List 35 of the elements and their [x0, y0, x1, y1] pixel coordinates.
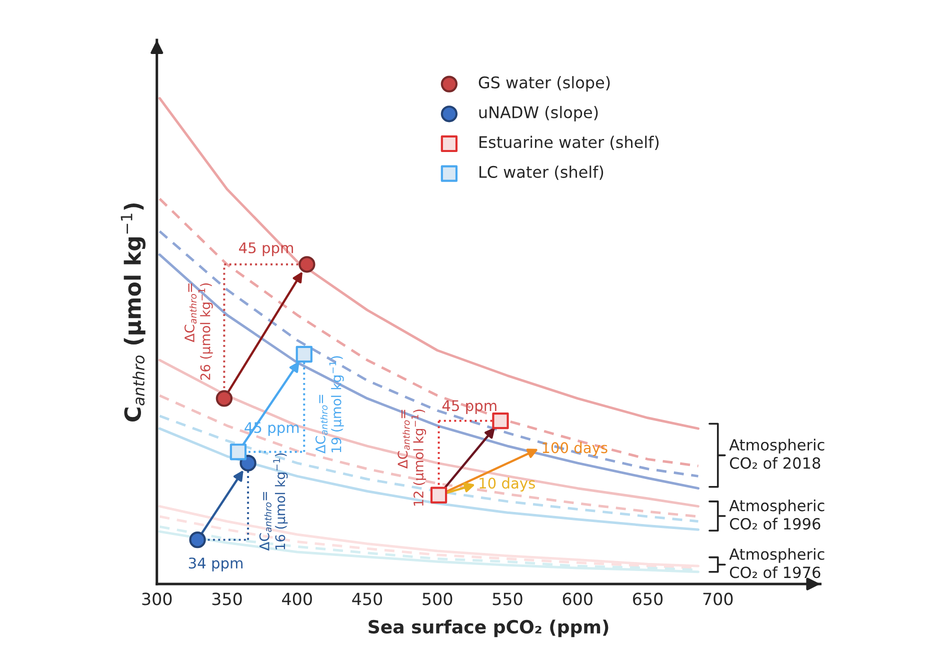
x-tick-label: 650: [633, 592, 663, 606]
annotation: 100 days: [542, 442, 608, 456]
annotation: ΔC$_{anthro}$= 16 (μmol kg$^{−1}$): [259, 453, 288, 551]
x-tick-label: 500: [422, 592, 452, 606]
annotation: Atmospheric CO₂ of 1976: [729, 548, 824, 578]
y-axis-title: C$_{anthro}$ (μmol kg$^{−1}$): [120, 203, 146, 422]
point: [230, 444, 247, 460]
x-axis-title: Sea surface pCO₂ (ppm): [368, 620, 608, 638]
point: [492, 412, 509, 430]
point: [216, 390, 233, 407]
point: [296, 346, 312, 363]
annotation: ΔC$_{anthro}$= 26 (μmol kg$^{−1}$): [184, 283, 213, 380]
x-tick-label: 550: [492, 592, 522, 606]
point: [298, 256, 316, 273]
annotation: ΔC$_{anthro}$= 19 (μmol kg$^{−1}$): [315, 356, 344, 454]
x-tick-label: 450: [352, 592, 382, 606]
x-tick-label: 350: [212, 592, 242, 606]
annotation: 45 ppm: [442, 400, 496, 414]
annotation: 45 ppm: [239, 242, 293, 256]
annotation: 34 ppm: [188, 558, 242, 572]
legend-label: GS water (slope): [478, 76, 610, 92]
legend-label: LC water (shelf): [480, 166, 604, 180]
annotation: Atmospheric CO₂ of 1996: [729, 499, 824, 530]
x-tick-label: 600: [562, 592, 592, 606]
point: [430, 486, 448, 504]
annotation: Atmospheric CO₂ of 2018: [729, 438, 824, 469]
point: [189, 531, 206, 548]
point: [240, 454, 256, 472]
annotation: ΔC$_{anthro}$= 12 (μmol kg$^{−1}$): [398, 410, 426, 506]
x-tick-label: 400: [282, 592, 312, 606]
x-tick-label: 300: [142, 592, 172, 606]
legend-label: Estuarine water (shelf): [480, 136, 659, 150]
x-tick-label: 700: [703, 592, 733, 606]
annotation: 10 days: [480, 477, 535, 492]
legend-label: uNADW (slope): [479, 106, 598, 122]
